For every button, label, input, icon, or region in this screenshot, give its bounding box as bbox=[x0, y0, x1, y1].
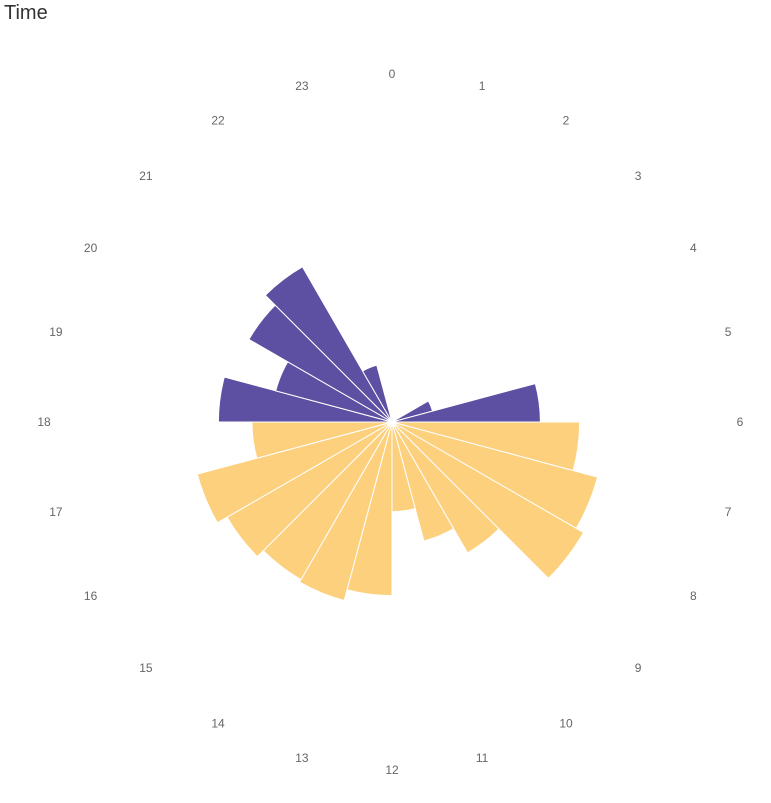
hour-label-21: 21 bbox=[139, 169, 153, 183]
hour-label-18: 18 bbox=[37, 415, 51, 429]
chart-title: Time bbox=[4, 2, 48, 24]
hour-label-15: 15 bbox=[139, 661, 153, 675]
hour-label-7: 7 bbox=[725, 505, 732, 519]
petal-hour-22[interactable] bbox=[264, 266, 393, 423]
hour-label-19: 19 bbox=[49, 325, 63, 339]
hour-label-0: 0 bbox=[389, 67, 396, 81]
hour-label-16: 16 bbox=[84, 589, 98, 603]
petal-hour-11[interactable] bbox=[391, 421, 455, 542]
petal-hour-6[interactable] bbox=[391, 382, 541, 423]
hour-label-6: 6 bbox=[737, 415, 744, 429]
hour-label-12: 12 bbox=[385, 763, 399, 777]
hour-label-9: 9 bbox=[635, 661, 642, 675]
petal-hour-17[interactable] bbox=[196, 421, 393, 524]
petal-hour-14[interactable] bbox=[298, 421, 393, 602]
hour-label-20: 20 bbox=[84, 241, 98, 255]
hour-label-13: 13 bbox=[295, 751, 309, 765]
hour-label-17: 17 bbox=[49, 505, 63, 519]
petal-hour-23[interactable] bbox=[361, 364, 393, 423]
hour-label-2: 2 bbox=[563, 114, 570, 128]
hour-label-3: 3 bbox=[635, 169, 642, 183]
hour-label-5: 5 bbox=[725, 325, 732, 339]
petal-hour-9[interactable] bbox=[391, 421, 585, 580]
hour-label-10: 10 bbox=[559, 716, 573, 730]
hour-label-22: 22 bbox=[211, 114, 225, 128]
hour-label-4: 4 bbox=[690, 241, 697, 255]
hour-label-11: 11 bbox=[476, 751, 489, 765]
hour-label-1: 1 bbox=[479, 79, 486, 93]
hour-label-23: 23 bbox=[295, 79, 309, 93]
petal-hour-10[interactable] bbox=[391, 421, 500, 554]
hour-label-14: 14 bbox=[211, 716, 225, 730]
petals-group bbox=[196, 266, 599, 602]
hour-label-8: 8 bbox=[690, 589, 697, 603]
